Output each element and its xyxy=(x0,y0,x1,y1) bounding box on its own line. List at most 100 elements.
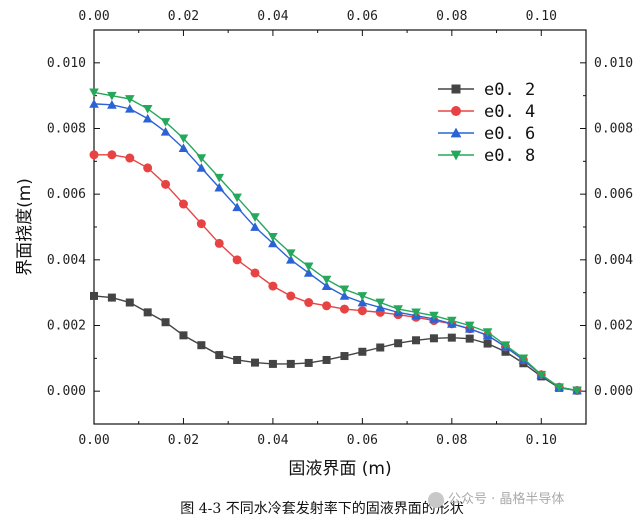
data-point xyxy=(179,331,188,340)
data-point xyxy=(142,104,153,114)
data-point xyxy=(250,222,260,231)
data-point xyxy=(518,354,529,364)
x-tick-label-bottom: 0.02 xyxy=(168,433,199,448)
data-point xyxy=(429,334,438,343)
x-tick-label-bottom: 0.06 xyxy=(347,433,378,448)
data-point xyxy=(411,308,421,318)
y-tick-label-right: 0.008 xyxy=(594,122,633,137)
chart: 0.00 0.00 0.02 0.02 0.04 0.04 0.06 0.06 0.08 0.08… xyxy=(15,9,633,479)
legend-marker xyxy=(451,106,461,116)
y-tick-label-right: 0.006 xyxy=(594,187,633,202)
legend: e0. 2e0. 4e0. 6e0. 8 xyxy=(438,80,535,166)
y-tick-label-right: 0.004 xyxy=(594,253,633,268)
legend-marker xyxy=(451,84,461,94)
axis-ticks: 0.00 0.00 0.02 0.02 0.04 0.04 0.06 0.06 0.08 0.08… xyxy=(47,9,633,448)
data-point xyxy=(322,355,331,364)
data-point xyxy=(215,351,224,360)
data-point xyxy=(303,268,314,277)
y-tick-label-right: 0.010 xyxy=(594,56,633,71)
data-point xyxy=(161,318,170,327)
data-point xyxy=(107,100,117,109)
data-point xyxy=(447,333,456,342)
data-point xyxy=(357,306,367,316)
data-point xyxy=(412,336,421,345)
legend-label: e0. 2 xyxy=(484,80,535,100)
data-point xyxy=(196,163,207,172)
data-point xyxy=(125,153,135,163)
x-tick-label-bottom: 0.10 xyxy=(526,433,557,448)
series-line xyxy=(93,295,578,392)
y-tick-label-left: 0.006 xyxy=(47,187,86,202)
data-point xyxy=(107,150,117,160)
series-line xyxy=(93,103,578,392)
data-point xyxy=(483,339,492,348)
data-point xyxy=(286,359,295,368)
data-point xyxy=(464,321,475,331)
data-point xyxy=(161,179,171,189)
data-point xyxy=(178,199,188,209)
data-point xyxy=(286,249,296,259)
data-point xyxy=(143,308,152,317)
data-point xyxy=(232,255,242,265)
x-tick-label-top: 0.08 xyxy=(436,9,467,24)
legend-entry-e0.8: e0. 8 xyxy=(438,146,535,166)
y-tick-label-left: 0.008 xyxy=(47,122,86,137)
y-axis-label: 界面挠度(m) xyxy=(15,178,35,276)
y-tick-label-left: 0.004 xyxy=(47,253,86,268)
y-tick-label-right: 0.000 xyxy=(594,384,633,399)
legend-label: e0. 4 xyxy=(484,102,535,122)
series-line xyxy=(93,91,578,392)
data-point xyxy=(358,347,367,356)
data-point xyxy=(321,275,332,285)
legend-entry-e0.6: e0. 6 xyxy=(438,124,535,144)
data-point xyxy=(142,113,153,123)
data-point xyxy=(500,341,511,350)
data-point xyxy=(394,339,403,348)
data-point xyxy=(90,291,98,300)
legend-entry-e0.4: e0. 4 xyxy=(438,102,535,122)
data-point xyxy=(178,134,189,144)
data-point xyxy=(286,255,296,264)
data-point xyxy=(232,193,242,203)
data-point xyxy=(447,316,457,326)
x-tick-label-top: 0.02 xyxy=(168,9,199,24)
data-point xyxy=(178,143,189,153)
data-point xyxy=(233,355,242,364)
data-point xyxy=(536,370,547,380)
x-tick-label-top: 0.10 xyxy=(526,9,557,24)
data-point xyxy=(268,359,277,368)
data-point xyxy=(160,126,171,136)
data-point xyxy=(250,268,260,278)
data-point xyxy=(375,298,386,308)
watermark: 公众号 · 晶格半导体 xyxy=(428,488,564,508)
data-point xyxy=(357,292,368,301)
data-point xyxy=(268,281,278,291)
x-tick-label-top: 0.00 xyxy=(78,9,109,24)
data-point xyxy=(357,297,368,307)
data-point xyxy=(376,343,385,352)
data-point xyxy=(214,238,224,248)
y-tick-label-left: 0.000 xyxy=(47,384,86,399)
legend-marker xyxy=(450,127,462,138)
data-point xyxy=(160,118,171,127)
data-point xyxy=(482,328,493,337)
data-point xyxy=(303,262,314,272)
data-point xyxy=(304,298,314,308)
data-point xyxy=(339,291,350,300)
x-tick-label-bottom: 0.04 xyxy=(257,433,288,448)
data-point xyxy=(125,298,134,307)
series-layer xyxy=(89,88,582,396)
data-point xyxy=(554,383,564,393)
data-point xyxy=(286,291,296,301)
data-point xyxy=(107,91,117,101)
data-point xyxy=(339,304,349,314)
legend-marker xyxy=(450,150,462,161)
data-point xyxy=(340,352,349,361)
x-tick-label-top: 0.04 xyxy=(257,9,288,24)
x-tick-label-top: 0.06 xyxy=(347,9,378,24)
x-axis-label: 固液界面 (m) xyxy=(288,459,391,479)
data-point xyxy=(304,358,313,367)
data-point xyxy=(89,88,99,98)
data-point xyxy=(196,219,206,229)
data-point xyxy=(124,95,135,104)
